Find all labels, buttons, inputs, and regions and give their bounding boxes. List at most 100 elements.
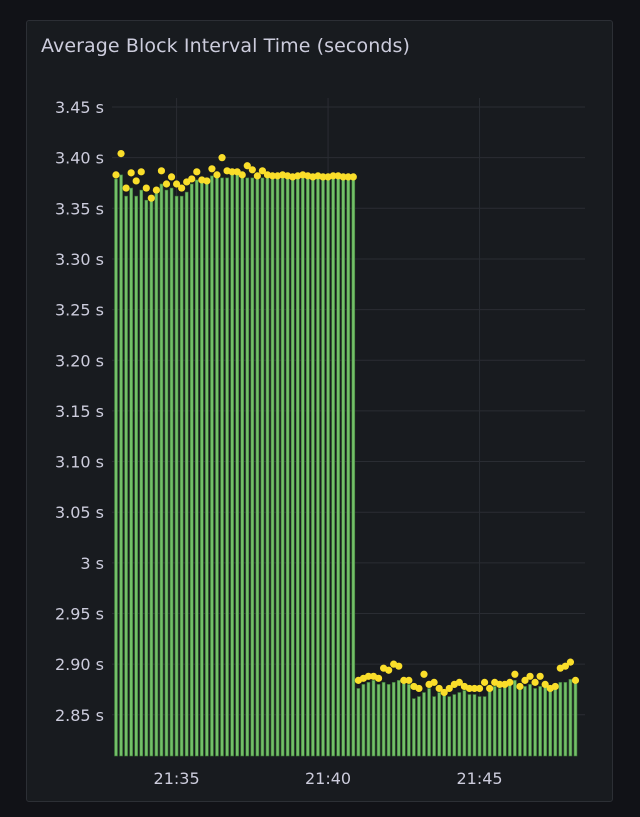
- data-point: [203, 177, 211, 185]
- y-tick-label: 3.35 s: [55, 199, 104, 218]
- y-tick-label: 3.30 s: [55, 250, 104, 269]
- bar: [523, 686, 527, 757]
- data-point: [228, 168, 236, 176]
- data-point: [465, 684, 474, 693]
- data-point: [268, 172, 277, 180]
- bar: [341, 177, 346, 757]
- bar: [139, 189, 144, 757]
- panel-title[interactable]: Average Block Interval Time (seconds): [41, 35, 411, 57]
- x-tick-label: 21:40: [305, 769, 351, 788]
- y-axis-labels: 3.45 s 3.40 s 3.35 s 3.30 s 3.25 s 3.20 s 3.15…: [55, 98, 104, 725]
- bar: [331, 177, 335, 757]
- data-point: [112, 171, 120, 179]
- bar: [381, 682, 386, 757]
- data-point: [132, 177, 140, 185]
- bar: [422, 692, 426, 757]
- data-point: [541, 680, 549, 689]
- bar: [427, 688, 431, 757]
- bar: [391, 682, 396, 757]
- data-point: [551, 682, 559, 691]
- data-point: [400, 676, 408, 684]
- bar: [462, 690, 467, 757]
- data-point: [531, 678, 539, 686]
- bar: [482, 696, 487, 757]
- bar: [477, 696, 482, 757]
- bar: [326, 177, 330, 757]
- bar: [371, 680, 376, 757]
- data-point: [516, 682, 524, 691]
- data-point: [329, 172, 337, 180]
- data-point: [137, 168, 145, 176]
- data-point: [248, 166, 256, 174]
- data-point: [178, 184, 186, 192]
- x-tick-label: 21:45: [456, 769, 502, 788]
- data-point: [506, 678, 514, 686]
- bar: [336, 177, 340, 757]
- data-point: [238, 171, 246, 179]
- bar: [285, 177, 290, 757]
- bar: [154, 191, 159, 757]
- data-point: [496, 680, 504, 689]
- data-point: [162, 180, 171, 188]
- bar: [174, 195, 179, 757]
- bar: [230, 169, 234, 757]
- bar: [301, 177, 305, 757]
- data-point: [526, 672, 534, 680]
- bar: [548, 688, 553, 757]
- y-tick-label: 3.25 s: [55, 301, 104, 320]
- bar: [255, 177, 260, 757]
- data-point: [243, 162, 251, 170]
- bar: [159, 183, 164, 757]
- data-point: [258, 167, 267, 175]
- y-tick-label: 2.90 s: [55, 655, 104, 674]
- bar: [568, 679, 573, 757]
- bar: [290, 177, 295, 757]
- point-series: [112, 150, 580, 697]
- bar: [457, 692, 462, 757]
- data-point: [430, 678, 438, 686]
- bar: [573, 679, 578, 757]
- data-point: [142, 184, 150, 192]
- bar: [114, 178, 118, 757]
- bar: [407, 684, 411, 757]
- bar: [467, 694, 472, 757]
- bar: [129, 187, 133, 757]
- bar: [169, 187, 174, 757]
- y-tick-label: 3.05 s: [55, 503, 104, 522]
- bar: [195, 179, 199, 757]
- bar: [497, 688, 502, 757]
- bar: [553, 686, 558, 757]
- data-point: [344, 173, 352, 181]
- data-point: [253, 172, 261, 180]
- data-point: [470, 684, 479, 693]
- bar: [265, 177, 270, 757]
- bar: [396, 680, 401, 757]
- bar: [472, 694, 477, 757]
- data-point: [188, 175, 196, 183]
- data-point: [521, 676, 529, 684]
- data-point: [172, 180, 181, 188]
- bar: [442, 690, 446, 757]
- bar: [533, 688, 537, 757]
- data-point: [218, 154, 226, 162]
- data-point: [395, 662, 403, 670]
- bar: [295, 177, 300, 757]
- bar: [528, 684, 532, 757]
- data-point: [339, 173, 347, 181]
- data-point: [435, 684, 443, 693]
- data-point: [167, 173, 176, 181]
- data-point: [420, 670, 428, 678]
- bar: [245, 177, 250, 757]
- y-tick-label: 3.20 s: [55, 351, 104, 370]
- data-point: [536, 672, 544, 680]
- bar: [316, 177, 320, 757]
- x-axis-labels: 21:35 21:40 21:45: [154, 769, 503, 788]
- bar: [543, 684, 547, 757]
- bar: [210, 175, 214, 757]
- bar: [205, 177, 209, 757]
- bar: [452, 694, 457, 757]
- bar: [189, 183, 194, 757]
- data-point: [127, 169, 135, 177]
- x-tick-label: 21:35: [154, 769, 200, 788]
